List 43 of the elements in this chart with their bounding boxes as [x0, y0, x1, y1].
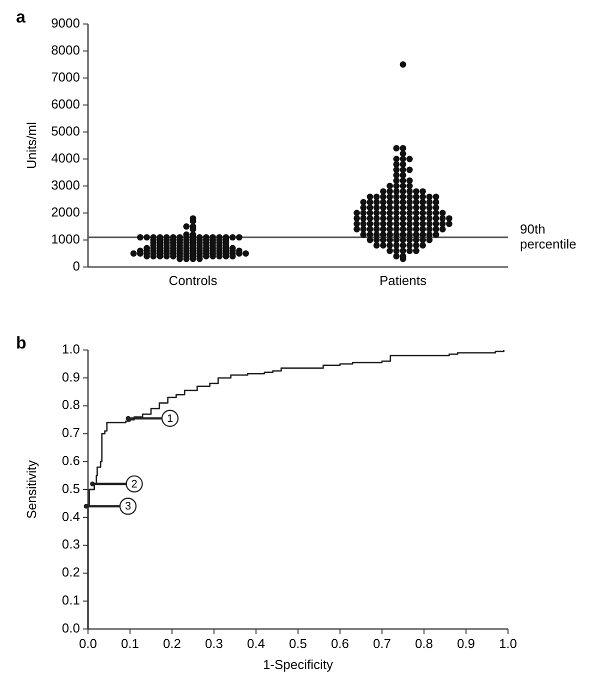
y-tick-label: 3000 — [51, 177, 80, 192]
x-tick-label: 1.0 — [498, 636, 518, 651]
x-tick-label: 0.1 — [120, 636, 140, 651]
y-tick-label: 0.9 — [62, 369, 80, 384]
y-tick-label: 0.4 — [62, 508, 80, 524]
x-tick-label: 0.7 — [372, 636, 392, 651]
x-tick-label: 0.5 — [288, 636, 308, 651]
y-tick-label: 0 — [72, 258, 80, 274]
x-tick-label: 0.9 — [456, 636, 476, 651]
chart-title: b — [16, 333, 26, 352]
y-tick-label: 5000 — [51, 123, 80, 138]
y-tick-label: 2000 — [51, 204, 80, 220]
annotation: 2 — [131, 478, 138, 490]
x-tick-label: Patients — [380, 273, 427, 288]
y-tick-label: 0.3 — [62, 536, 80, 552]
x-tick-label: 0.0 — [78, 636, 98, 651]
y-tick-label: 1000 — [51, 231, 80, 246]
x-tick-label: 0.8 — [414, 636, 434, 651]
y-axis-title: Sensitivity — [24, 460, 39, 519]
y-tick-label: 0.2 — [62, 564, 80, 580]
y-tick-label: 0.7 — [62, 425, 80, 440]
y-tick-label: 1.0 — [62, 341, 80, 356]
y-axis-title: Units/ml — [24, 122, 39, 169]
x-tick-label: 0.2 — [162, 636, 182, 651]
annotation: 1 — [166, 412, 174, 425]
x-tick-label: Controls — [168, 273, 218, 288]
y-tick-label: 6000 — [51, 96, 80, 112]
y-tick-label: 7000 — [51, 69, 80, 84]
y-tick-label: 8000 — [51, 42, 80, 58]
x-tick-label: 0.6 — [330, 636, 350, 651]
annotation: 3 — [124, 500, 132, 513]
y-tick-label: 0.8 — [62, 397, 80, 412]
y-tick-label: 0.0 — [62, 620, 80, 636]
ref-line-label: 90th percentile — [520, 221, 576, 252]
x-tick-label: 0.3 — [204, 636, 224, 651]
y-tick-label: 4000 — [51, 150, 80, 166]
x-axis-title: 1-Specificity — [262, 657, 334, 672]
y-tick-label: 0.6 — [62, 453, 80, 468]
y-tick-label: 0.5 — [62, 480, 80, 496]
y-tick-label: 9000 — [51, 15, 80, 30]
chart-title: a — [16, 7, 26, 26]
x-tick-label: 0.4 — [246, 636, 266, 651]
y-tick-label: 0.1 — [62, 592, 80, 608]
